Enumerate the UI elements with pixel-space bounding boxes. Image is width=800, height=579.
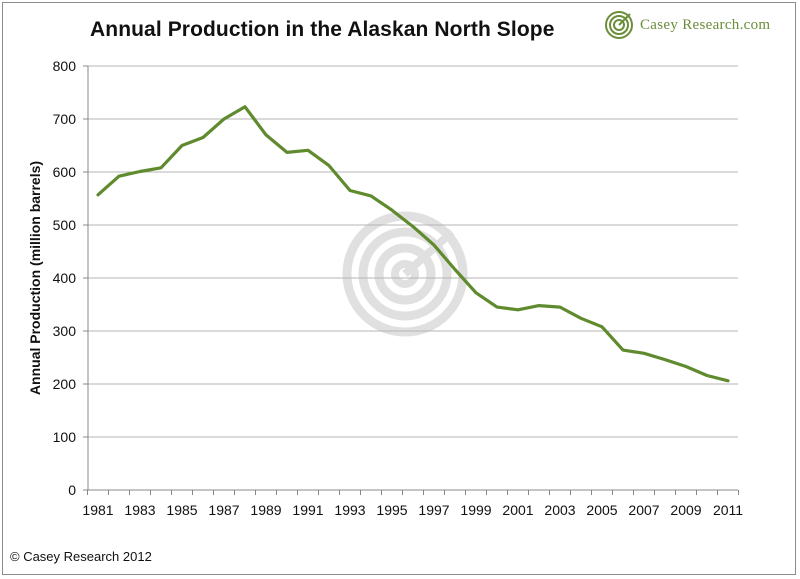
chart-title: Annual Production in the Alaskan North S… (90, 18, 555, 41)
y-tick-label: 0 (68, 482, 76, 498)
copyright-notice: © Casey Research 2012 (10, 549, 152, 564)
x-tick-label: 2009 (670, 502, 701, 518)
y-tick-label: 300 (53, 323, 77, 339)
y-axis-ticks: 0 100 200 300 400 500 600 700 800 (53, 58, 88, 498)
y-tick-label: 100 (53, 429, 77, 445)
x-tick-label: 1999 (460, 502, 491, 518)
x-tick-label: 2003 (544, 502, 575, 518)
x-axis-ticks: 1981 1983 1985 1987 1989 1991 1993 1995 1997 1999… (82, 490, 743, 518)
y-axis-label: Annual Production (million barrels) (27, 161, 43, 395)
x-tick-label: 1987 (208, 502, 239, 518)
x-tick-label: 1991 (292, 502, 323, 518)
y-tick-label: 800 (53, 58, 77, 74)
y-tick-label: 500 (53, 217, 77, 233)
y-gridlines (88, 65, 738, 438)
target-spiral-watermark (342, 211, 468, 337)
x-tick-label: 1985 (166, 502, 197, 518)
y-tick-label: 400 (53, 270, 77, 286)
series-line (96, 105, 730, 383)
y-tick-label: 200 (53, 376, 77, 392)
y-tick-label: 600 (53, 164, 77, 180)
brand-name: Casey Research.com (640, 16, 771, 33)
x-tick-label: 1983 (124, 502, 155, 518)
series-layer (96, 105, 730, 383)
y-tick-label: 700 (53, 111, 77, 127)
brand-logo: Casey Research.com (604, 8, 770, 42)
x-tick-label: 2001 (502, 502, 533, 518)
x-tick-label: 1989 (250, 502, 281, 518)
x-tick-label: 1993 (334, 502, 365, 518)
x-tick-label: 1995 (376, 502, 407, 518)
x-tick-label: 2005 (586, 502, 617, 518)
target-spiral-icon (605, 11, 633, 39)
x-tick-label: 1997 (418, 502, 449, 518)
x-tick-label: 2011 (713, 502, 743, 518)
x-tick-label: 2007 (628, 502, 659, 518)
x-tick-label: 1981 (82, 502, 113, 518)
